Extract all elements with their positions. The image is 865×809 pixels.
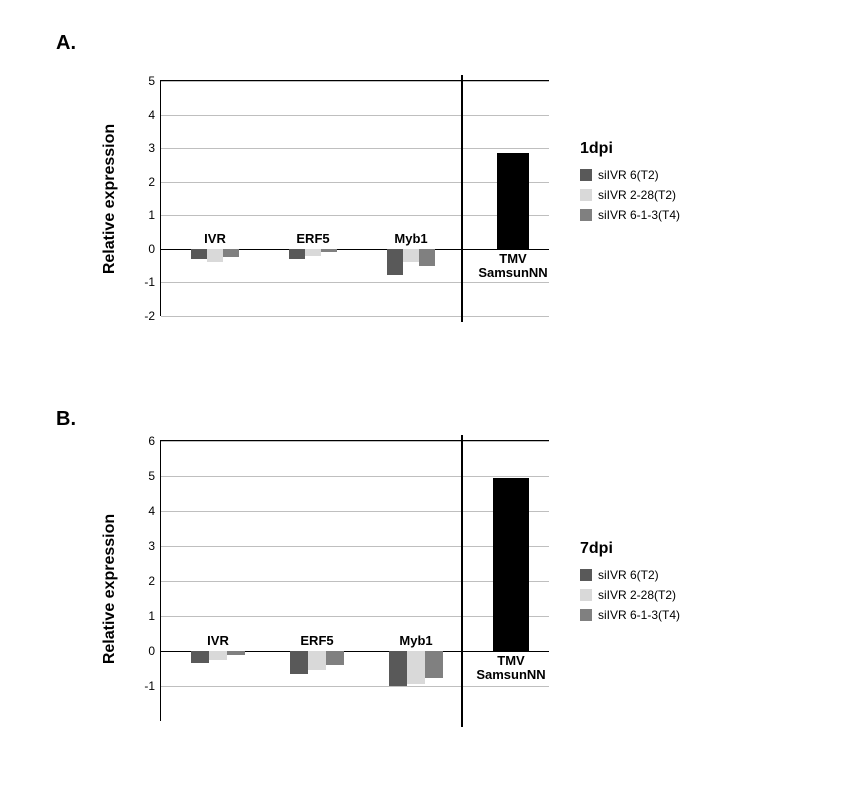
- tmv-label: TMVSamsunNN: [476, 654, 545, 683]
- chart-a-legend-title: 1dpi: [580, 140, 680, 158]
- tmv-label: TMVSamsunNN: [478, 252, 547, 281]
- legend-item: siIVR 2-28(T2): [580, 188, 680, 202]
- legend-text: siIVR 6(T2): [598, 168, 659, 182]
- bar: [403, 249, 419, 262]
- ytick-label: 3: [148, 539, 161, 553]
- gridline: [161, 546, 549, 547]
- ytick-label: 1: [148, 208, 161, 222]
- gridline: [161, 476, 549, 477]
- ytick-label: 0: [148, 644, 161, 658]
- tmv-bar: [493, 478, 529, 651]
- gridline: [161, 182, 549, 183]
- bar: [207, 249, 223, 262]
- gridline: [161, 581, 549, 582]
- category-label: Myb1: [399, 633, 432, 648]
- gridline: [161, 616, 549, 617]
- legend-item: siIVR 6-1-3(T4): [580, 608, 680, 622]
- panel-b-label: B.: [56, 408, 76, 431]
- bar: [407, 651, 425, 684]
- legend-text: siIVR 2-28(T2): [598, 588, 676, 602]
- divider-line: [461, 75, 463, 322]
- ytick-label: 5: [148, 469, 161, 483]
- legend-swatch: [580, 209, 592, 221]
- chart-b: Relative expression -10123456IVRERF5Myb1…: [130, 430, 550, 750]
- panel-a-label: A.: [56, 32, 76, 55]
- ytick-label: 5: [148, 74, 161, 88]
- bar: [308, 651, 326, 670]
- legend-swatch: [580, 189, 592, 201]
- gridline: [161, 215, 549, 216]
- chart-b-legend: 7dpi siIVR 6(T2) siIVR 2-28(T2) siIVR 6-1-…: [580, 540, 680, 628]
- chart-b-legend-title: 7dpi: [580, 540, 680, 558]
- page-root: A. Relative expression -2 -1 0 1 2 3 4 5 IVR ERF5…: [0, 0, 865, 809]
- bar: [209, 651, 227, 660]
- ytick-label: -1: [144, 679, 161, 693]
- legend-swatch: [580, 589, 592, 601]
- bar: [326, 651, 344, 665]
- gridline: [161, 511, 549, 512]
- chart-b-plot-area: -10123456IVRERF5Myb1TMVSamsunNN: [160, 440, 549, 721]
- category-label: ERF5: [296, 231, 329, 246]
- bar: [425, 651, 443, 678]
- bar: [223, 249, 239, 257]
- category-label: IVR: [204, 231, 226, 246]
- ytick-label: 4: [148, 108, 161, 122]
- chart-a-plot-area: -2-1012345IVRERF5Myb1TMVSamsunNN: [160, 80, 549, 316]
- legend-text: siIVR 6(T2): [598, 568, 659, 582]
- gridline: [161, 316, 549, 317]
- chart-b-y-axis-title: Relative expression: [101, 514, 119, 664]
- gridline: [161, 148, 549, 149]
- gridline: [161, 115, 549, 116]
- chart-a-y-axis-title: Relative expression: [101, 124, 119, 274]
- legend-item: siIVR 6(T2): [580, 568, 680, 582]
- legend-swatch: [580, 569, 592, 581]
- legend-text: siIVR 2-28(T2): [598, 188, 676, 202]
- ytick-label: 2: [148, 175, 161, 189]
- legend-text: siIVR 6-1-3(T4): [598, 208, 680, 222]
- legend-item: siIVR 6(T2): [580, 168, 680, 182]
- category-label: ERF5: [300, 633, 333, 648]
- bar: [389, 651, 407, 686]
- legend-swatch: [580, 609, 592, 621]
- ytick-label: 6: [148, 434, 161, 448]
- bar: [191, 249, 207, 259]
- bar: [290, 651, 308, 674]
- ytick-label: 2: [148, 574, 161, 588]
- legend-swatch: [580, 169, 592, 181]
- ytick-label: 0: [148, 242, 161, 256]
- ytick-label: -1: [144, 275, 161, 289]
- ytick-label: 1: [148, 609, 161, 623]
- bar: [387, 249, 403, 275]
- gridline: [161, 81, 549, 82]
- divider-line: [461, 435, 463, 727]
- legend-text: siIVR 6-1-3(T4): [598, 608, 680, 622]
- category-label: Myb1: [394, 231, 427, 246]
- gridline: [161, 686, 549, 687]
- chart-a: Relative expression -2-1012345IVRERF5Myb…: [130, 70, 550, 340]
- bar: [289, 249, 305, 259]
- tmv-bar: [497, 153, 529, 249]
- ytick-label: -2: [144, 309, 161, 323]
- bar: [305, 249, 321, 256]
- bar: [191, 651, 209, 663]
- bar: [419, 249, 435, 266]
- gridline: [161, 282, 549, 283]
- chart-a-legend: 1dpi siIVR 6(T2) siIVR 2-28(T2) siIVR 6-1-…: [580, 140, 680, 228]
- category-label: IVR: [207, 633, 229, 648]
- ytick-label: 3: [148, 141, 161, 155]
- bar: [227, 651, 245, 655]
- gridline: [161, 441, 549, 442]
- legend-item: siIVR 2-28(T2): [580, 588, 680, 602]
- bar: [321, 249, 337, 252]
- ytick-label: 4: [148, 504, 161, 518]
- legend-item: siIVR 6-1-3(T4): [580, 208, 680, 222]
